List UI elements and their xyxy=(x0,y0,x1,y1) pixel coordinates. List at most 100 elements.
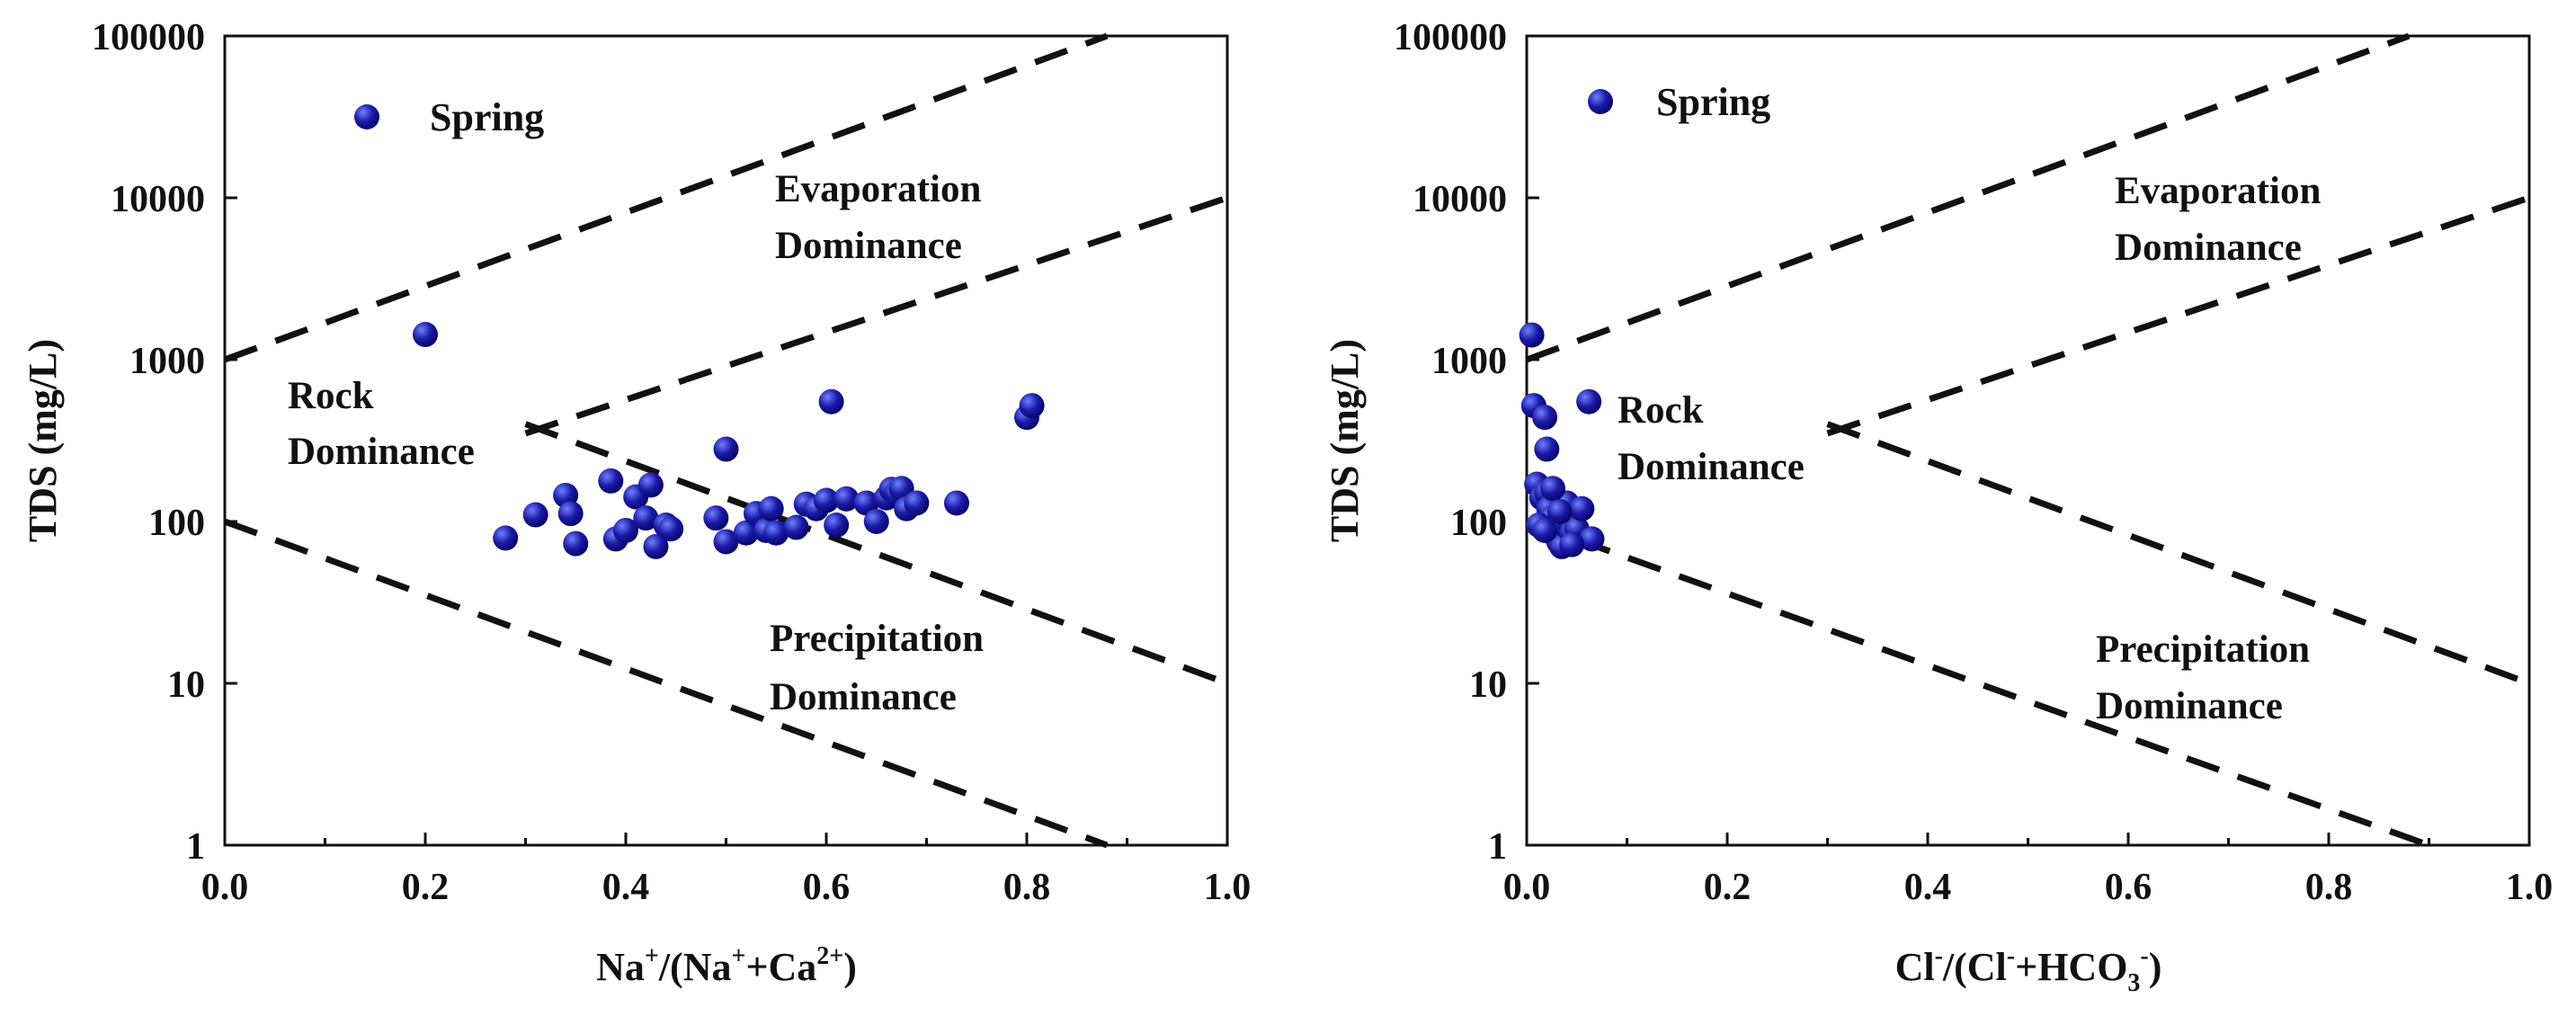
x-tick-label: 0.4 xyxy=(602,867,650,908)
x-tick-label: 0.6 xyxy=(803,867,851,908)
y-ticks xyxy=(1527,34,1539,847)
x-ticks xyxy=(223,833,1229,845)
x-tick-label: 1.0 xyxy=(2506,867,2554,908)
data-point xyxy=(1559,531,1585,557)
data-point xyxy=(633,505,659,531)
data-point xyxy=(824,512,850,539)
x-tick-label: 0.2 xyxy=(1704,867,1752,908)
data-point xyxy=(613,517,638,543)
legend-label: Spring xyxy=(430,95,544,139)
x-tick-label: 0.6 xyxy=(2105,867,2153,908)
data-point xyxy=(818,388,844,414)
legend-marker xyxy=(354,104,379,129)
boundary-line xyxy=(223,32,1109,363)
region-label-evaporation: Evaporation xyxy=(775,168,981,210)
data-point xyxy=(713,436,739,462)
x-tick-label: 0.8 xyxy=(2305,867,2353,908)
y-axis-title: TDS (mg/L) xyxy=(1323,339,1367,542)
data-point xyxy=(833,486,860,512)
data-point xyxy=(853,490,879,516)
boundary-line xyxy=(524,421,1229,687)
boundary-line xyxy=(223,518,1109,849)
y-tick-label: 100 xyxy=(1450,503,1507,544)
chart-right: 0.0 0.2 0.4 0.6 0.8 1.0 1 10 100 1000 10… xyxy=(1323,17,2553,997)
data-point xyxy=(1539,476,1565,502)
legend: Spring xyxy=(1588,80,1770,124)
data-point xyxy=(637,472,664,498)
data-point xyxy=(713,529,739,555)
legend: Spring xyxy=(354,95,544,139)
x-tick-label: 0.4 xyxy=(1904,867,1952,908)
region-label-precipitation: Precipitation xyxy=(770,618,984,660)
y-tick-label: 100000 xyxy=(1394,17,1507,58)
region-label-rock: Dominance xyxy=(1618,446,1805,488)
data-point xyxy=(522,502,548,528)
region-label-rock: Dominance xyxy=(288,431,475,473)
x-tick-label: 0.0 xyxy=(1503,867,1551,908)
data-point xyxy=(904,490,930,516)
x-tick-label: 0.8 xyxy=(1003,867,1051,908)
boundary-lines xyxy=(223,32,1229,849)
data-points xyxy=(1519,322,1605,559)
data-point xyxy=(814,487,839,513)
data-point xyxy=(783,514,809,540)
y-tick-label: 10000 xyxy=(1413,179,1507,220)
data-point xyxy=(943,490,969,516)
y-ticks xyxy=(225,34,237,847)
y-tick-label: 100000 xyxy=(92,17,205,58)
boundary-line xyxy=(524,194,1229,437)
region-label-evaporation: Dominance xyxy=(2115,227,2302,269)
data-point xyxy=(1569,495,1595,521)
region-label-rock: Rock xyxy=(288,375,374,417)
data-point xyxy=(643,533,669,559)
data-point xyxy=(763,520,789,546)
boundary-line xyxy=(1525,32,2411,363)
legend-marker xyxy=(1588,89,1613,114)
data-point xyxy=(557,501,584,527)
chart-left: 0.0 0.2 0.4 0.6 0.8 1.0 1 10 100 1000 10… xyxy=(21,17,1251,989)
data-point xyxy=(703,505,729,531)
y-tick-label: 10000 xyxy=(111,179,205,220)
data-point xyxy=(1534,436,1560,462)
region-label-rock: Rock xyxy=(1618,389,1704,432)
data-point xyxy=(1579,526,1605,552)
region-label-precipitation: Dominance xyxy=(2096,685,2283,727)
data-point xyxy=(1532,517,1558,543)
data-point xyxy=(733,520,759,546)
region-label-precipitation: Dominance xyxy=(770,676,957,718)
region-label-evaporation: Dominance xyxy=(775,225,962,267)
data-point xyxy=(758,495,784,521)
data-point xyxy=(1546,499,1573,525)
y-tick-label: 1000 xyxy=(1431,341,1507,382)
legend-label: Spring xyxy=(1656,80,1770,124)
data-point xyxy=(493,525,519,551)
data-point xyxy=(1576,388,1602,414)
y-tick-label: 10 xyxy=(167,664,205,706)
data-point xyxy=(598,468,624,494)
boundary-line xyxy=(1826,421,2531,687)
x-ticks xyxy=(1525,833,2531,845)
x-axis-title: Cl-/(Cl-+HCO3-) xyxy=(1895,942,2162,997)
y-tick-label: 1 xyxy=(1488,826,1507,868)
x-axis-title: Na+/(Na++Ca2+) xyxy=(596,942,857,989)
region-label-evaporation: Evaporation xyxy=(2115,170,2321,212)
data-point xyxy=(413,322,438,348)
x-tick-label: 0.2 xyxy=(402,867,450,908)
x-tick-label: 1.0 xyxy=(1204,867,1252,908)
boundary-lines xyxy=(1525,32,2531,849)
data-point xyxy=(1532,405,1558,431)
region-label-precipitation: Precipitation xyxy=(2096,628,2310,671)
data-point xyxy=(658,516,684,542)
data-point xyxy=(1019,393,1045,419)
x-tick-label: 0.0 xyxy=(201,867,249,908)
data-point xyxy=(863,509,889,534)
boundary-line xyxy=(1826,194,2531,437)
y-tick-label: 1 xyxy=(186,826,205,868)
y-tick-label: 10 xyxy=(1469,664,1507,706)
boundary-line xyxy=(1525,518,2430,849)
y-tick-label: 1000 xyxy=(129,341,205,382)
data-point xyxy=(563,530,589,557)
y-tick-label: 100 xyxy=(148,503,205,544)
y-axis-title: TDS (mg/L) xyxy=(21,339,65,542)
